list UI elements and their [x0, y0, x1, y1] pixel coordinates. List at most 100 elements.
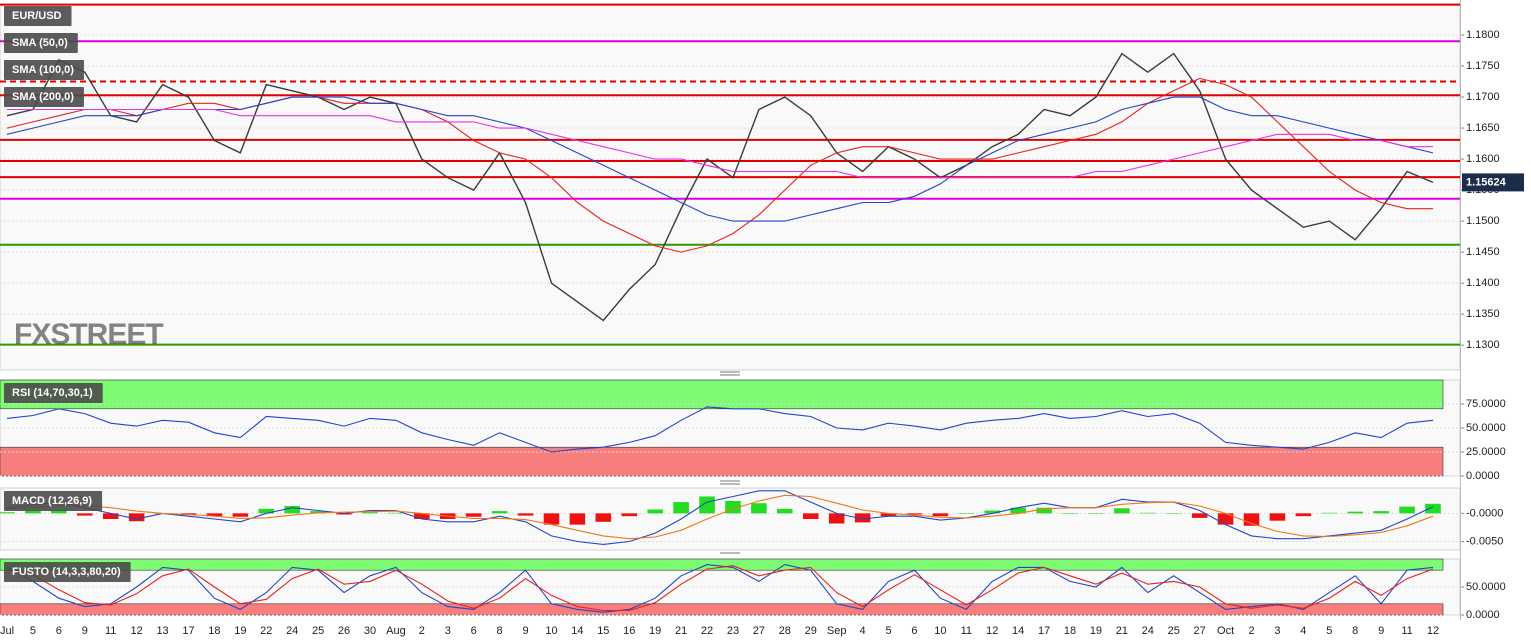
histogram-bar [517, 513, 534, 516]
histogram-bar [1399, 506, 1415, 514]
series-line [6, 490, 1434, 545]
x-tick-label: Oct [1217, 625, 1234, 637]
y-tick-label: -0.0050 [1466, 535, 1503, 547]
y-tick-label: 1.1800 [1466, 29, 1500, 41]
histogram-bar [1010, 507, 1026, 514]
y-tick-label: 1.1750 [1466, 60, 1500, 72]
x-tick-label: 9 [1378, 625, 1384, 637]
x-tick-label: 12 [986, 625, 998, 637]
y-tick-label: 1.1700 [1466, 91, 1500, 103]
x-tick-label: 6 [911, 625, 917, 637]
x-tick-label: 10 [934, 625, 946, 637]
label-box: SMA (50,0) [4, 33, 78, 53]
x-tick-label: 9 [82, 625, 88, 637]
histogram-bar [595, 513, 612, 522]
x-tick-label: 22 [701, 625, 713, 637]
x-tick-label: 12 [131, 625, 143, 637]
x-tick-label: 30 [364, 625, 376, 637]
x-tick-label: 19 [234, 625, 246, 637]
histogram-bar [699, 496, 715, 514]
x-tick-label: 18 [208, 625, 220, 637]
histogram-bar [984, 510, 1001, 514]
histogram-bar [569, 513, 586, 525]
histogram-bar [621, 513, 638, 517]
x-tick-label: 4 [1300, 625, 1306, 637]
y-tick-label: 1.1450 [1466, 246, 1500, 258]
histogram-bar [1217, 513, 1234, 525]
x-tick-label: 22 [260, 625, 272, 637]
histogram-bar [1347, 511, 1363, 514]
label-box-bg [4, 383, 103, 403]
label-box: FUSTO (14,3,3,80,20) [4, 562, 131, 582]
histogram-bar [647, 509, 663, 514]
y-tick-label: 1.1400 [1466, 277, 1500, 289]
label-box-bg [4, 60, 84, 80]
label-box-bg [4, 562, 131, 582]
histogram-bar [77, 513, 93, 516]
y-tick-label: 1.1650 [1466, 122, 1500, 134]
histogram-bar [958, 513, 975, 514]
x-tick-label: 27 [1194, 625, 1206, 637]
label-box-text: SMA (100,0) [12, 64, 74, 76]
panel-background [0, 3, 1461, 371]
x-tick-label: 19 [649, 625, 661, 637]
histogram-bar [777, 508, 793, 514]
histogram-bar [854, 513, 871, 523]
x-tick-label: 19 [1090, 625, 1102, 637]
label-box: RSI (14,70,30,1) [4, 383, 103, 403]
y-tick-label: 75.0000 [1466, 398, 1506, 410]
x-tick-label: 12 [1427, 625, 1439, 637]
histogram-bar [828, 513, 845, 524]
histogram-bar [1321, 512, 1338, 514]
x-tick-label: 24 [286, 625, 298, 637]
x-tick-label: 18 [1064, 625, 1076, 637]
watermark: FXSTREET [14, 318, 163, 351]
x-tick-label: 26 [338, 625, 350, 637]
label-box-text: RSI (14,70,30,1) [12, 387, 93, 399]
x-tick-label: 13 [156, 625, 168, 637]
label-box-text: SMA (200,0) [12, 91, 74, 103]
histogram-bar [543, 513, 560, 525]
histogram-bar [1088, 513, 1104, 514]
x-tick-label: 9 [522, 625, 528, 637]
label-box-text: FUSTO (14,3,3,80,20) [12, 566, 121, 578]
histogram-bar [232, 513, 249, 517]
series-line [6, 96, 1434, 222]
y-tick-label: 25.0000 [1466, 446, 1506, 458]
series-line [6, 494, 1434, 540]
label-box: SMA (200,0) [4, 87, 84, 107]
x-tick-label: 3 [445, 625, 451, 637]
x-tick-label: 25 [1168, 625, 1180, 637]
label-box-bg [4, 6, 72, 26]
x-tick-label: 23 [727, 625, 739, 637]
x-tick-label: 8 [497, 625, 503, 637]
histogram-bar [128, 513, 145, 522]
histogram-bar [284, 506, 300, 514]
histogram-bar [1114, 508, 1130, 514]
histogram-bar [932, 513, 949, 517]
y-tick-label: 0.0000 [1466, 470, 1500, 482]
x-tick-label: Jul [0, 625, 14, 637]
histogram-bar [1295, 513, 1312, 517]
x-tick-label: 17 [1038, 625, 1050, 637]
x-tick-label: 28 [779, 625, 791, 637]
y-tick-label: 1.1350 [1466, 308, 1500, 320]
y-tick-label: 1.1500 [1466, 215, 1500, 227]
histogram-bar [310, 511, 326, 514]
x-tick-label: Sep [827, 625, 847, 637]
histogram-bar [751, 503, 767, 514]
axis-divider [1460, 0, 1461, 620]
x-tick-label: 24 [1142, 625, 1154, 637]
series-line [6, 565, 1434, 612]
label-box-text: MACD (12,26,9) [12, 495, 92, 507]
last-price-label: 1.15624 [1466, 176, 1507, 188]
x-tick-label: 8 [1352, 625, 1358, 637]
histogram-bar [1191, 513, 1208, 518]
histogram-bar [465, 513, 482, 517]
x-tick-label: 11 [105, 625, 116, 637]
histogram-bar [414, 513, 430, 519]
last-price-box [1462, 173, 1524, 192]
x-tick-label: 5 [1326, 625, 1332, 637]
